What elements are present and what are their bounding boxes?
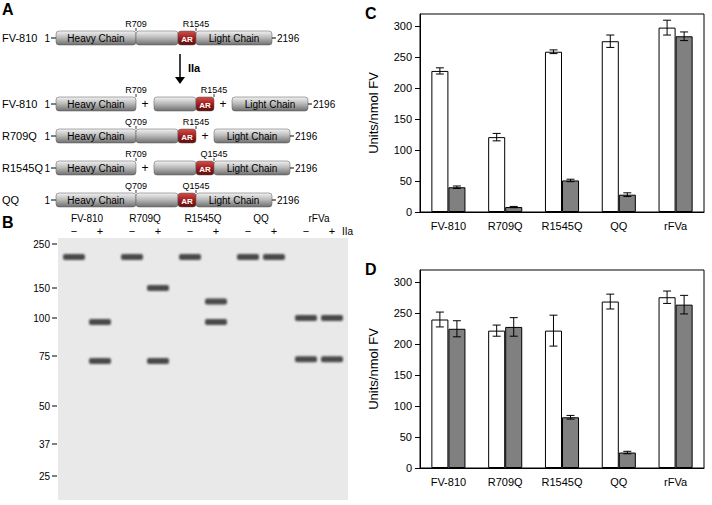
svg-text:R709: R709 — [125, 19, 147, 29]
svg-text:250: 250 — [394, 51, 412, 63]
svg-text:2196: 2196 — [277, 195, 300, 206]
svg-text:Heavy Chain: Heavy Chain — [67, 163, 124, 174]
svg-text:+: + — [155, 225, 161, 237]
svg-text:FV-810: FV-810 — [431, 220, 466, 232]
svg-text:R709Q: R709Q — [129, 213, 161, 224]
svg-text:−: − — [187, 225, 193, 237]
svg-text:50: 50 — [400, 431, 412, 443]
svg-text:1: 1 — [44, 163, 50, 174]
svg-text:1: 1 — [44, 131, 50, 142]
svg-text:R1545: R1545 — [183, 19, 210, 29]
svg-text:0: 0 — [406, 206, 412, 218]
svg-text:300: 300 — [394, 20, 412, 32]
svg-text:R709: R709 — [125, 85, 147, 95]
svg-text:300: 300 — [394, 276, 412, 288]
svg-text:Units/nmol FV: Units/nmol FV — [366, 328, 381, 410]
svg-text:25: 25 — [39, 471, 51, 482]
svg-text:Units/nmol FV: Units/nmol FV — [366, 72, 381, 154]
svg-text:R1545Q: R1545Q — [542, 220, 583, 232]
svg-text:−: − — [245, 225, 251, 237]
svg-text:−: − — [303, 225, 309, 237]
svg-text:rFVa: rFVa — [664, 220, 688, 232]
svg-text:100: 100 — [394, 144, 412, 156]
svg-text:FV-810: FV-810 — [2, 32, 37, 44]
svg-text:Q1545: Q1545 — [182, 181, 209, 191]
svg-text:IIa: IIa — [188, 62, 201, 74]
svg-text:Light Chain: Light Chain — [227, 131, 278, 142]
svg-text:QQ: QQ — [610, 476, 628, 488]
svg-text:1: 1 — [44, 195, 50, 206]
svg-text:200: 200 — [394, 338, 412, 350]
svg-text:R709: R709 — [125, 149, 147, 159]
svg-text:100: 100 — [394, 400, 412, 412]
svg-text:50: 50 — [400, 175, 412, 187]
svg-text:FV-810: FV-810 — [71, 213, 104, 224]
svg-text:FV-810: FV-810 — [2, 98, 37, 110]
svg-text:Heavy Chain: Heavy Chain — [67, 33, 124, 44]
svg-text:50: 50 — [39, 401, 51, 412]
svg-text:−: − — [71, 225, 77, 237]
svg-text:+: + — [141, 161, 148, 175]
svg-text:75: 75 — [39, 351, 51, 362]
svg-text:C: C — [365, 5, 377, 22]
svg-text:2196: 2196 — [277, 33, 300, 44]
svg-text:QQ: QQ — [610, 220, 628, 232]
svg-text:1: 1 — [44, 33, 50, 44]
svg-text:IIa: IIa — [342, 226, 354, 237]
svg-text:AR: AR — [181, 133, 193, 142]
svg-text:R709Q: R709Q — [2, 130, 37, 142]
svg-text:150: 150 — [394, 113, 412, 125]
svg-text:Q709: Q709 — [125, 181, 147, 191]
svg-text:rFVa: rFVa — [664, 476, 688, 488]
svg-text:37: 37 — [39, 439, 51, 450]
svg-text:R709Q: R709Q — [488, 476, 523, 488]
svg-text:150: 150 — [394, 369, 412, 381]
svg-text:+: + — [219, 97, 226, 111]
svg-text:D: D — [365, 261, 377, 278]
svg-text:+: + — [141, 97, 148, 111]
svg-text:Heavy Chain: Heavy Chain — [67, 99, 124, 110]
svg-text:AR: AR — [199, 101, 211, 110]
svg-text:R709Q: R709Q — [488, 220, 523, 232]
svg-text:FV-810: FV-810 — [431, 476, 466, 488]
svg-text:+: + — [329, 225, 335, 237]
svg-text:+: + — [213, 225, 219, 237]
svg-text:0: 0 — [406, 462, 412, 474]
svg-text:AR: AR — [181, 35, 193, 44]
svg-text:R1545Q: R1545Q — [2, 162, 43, 174]
svg-text:Light Chain: Light Chain — [209, 195, 260, 206]
svg-text:A: A — [2, 1, 14, 18]
svg-text:+: + — [201, 129, 208, 143]
svg-text:R1545Q: R1545Q — [542, 476, 583, 488]
svg-text:+: + — [97, 225, 103, 237]
svg-text:250: 250 — [394, 307, 412, 319]
svg-text:Light Chain: Light Chain — [245, 99, 296, 110]
svg-text:150: 150 — [33, 283, 50, 294]
svg-text:QQ: QQ — [2, 194, 20, 206]
svg-text:R1545Q: R1545Q — [184, 213, 221, 224]
svg-text:Light Chain: Light Chain — [209, 33, 260, 44]
svg-text:2196: 2196 — [313, 99, 336, 110]
svg-text:Light Chain: Light Chain — [227, 163, 278, 174]
svg-text:2196: 2196 — [295, 131, 318, 142]
svg-text:B: B — [2, 214, 14, 231]
svg-text:R1545: R1545 — [201, 85, 228, 95]
svg-text:250: 250 — [33, 239, 50, 250]
svg-text:Heavy Chain: Heavy Chain — [67, 131, 124, 142]
svg-text:Q709: Q709 — [125, 117, 147, 127]
svg-text:Q1545: Q1545 — [200, 149, 227, 159]
svg-text:Heavy Chain: Heavy Chain — [67, 195, 124, 206]
svg-text:1: 1 — [44, 99, 50, 110]
svg-text:2196: 2196 — [295, 163, 318, 174]
svg-text:rFVa: rFVa — [309, 213, 330, 224]
svg-text:−: − — [129, 225, 135, 237]
svg-text:100: 100 — [33, 313, 50, 324]
svg-text:R1545: R1545 — [183, 117, 210, 127]
svg-text:+: + — [271, 225, 277, 237]
svg-text:QQ: QQ — [253, 213, 269, 224]
svg-text:AR: AR — [181, 197, 193, 206]
svg-text:AR: AR — [199, 165, 211, 174]
svg-text:200: 200 — [394, 82, 412, 94]
